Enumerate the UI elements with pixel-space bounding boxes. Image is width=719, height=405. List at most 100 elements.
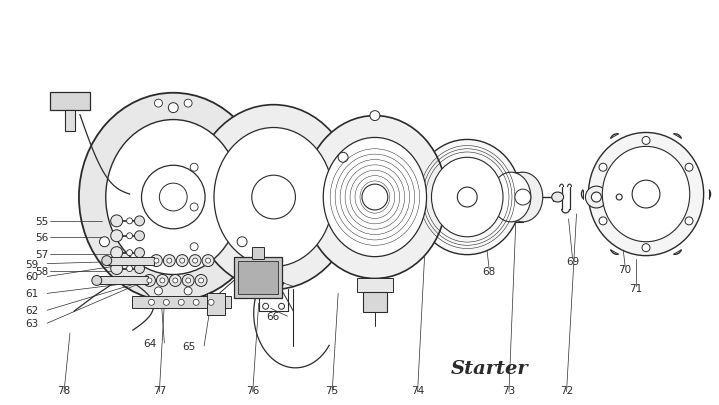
Circle shape xyxy=(163,300,169,305)
Text: 63: 63 xyxy=(26,318,39,328)
Ellipse shape xyxy=(303,116,446,279)
Ellipse shape xyxy=(413,140,521,255)
Circle shape xyxy=(142,166,205,229)
Ellipse shape xyxy=(551,193,564,202)
Text: 67: 67 xyxy=(272,282,285,292)
Circle shape xyxy=(127,218,132,224)
Circle shape xyxy=(111,215,123,227)
Circle shape xyxy=(338,153,348,163)
Circle shape xyxy=(198,278,203,283)
Circle shape xyxy=(208,300,214,305)
Circle shape xyxy=(237,237,247,247)
Bar xyxy=(106,257,155,265)
Ellipse shape xyxy=(491,173,531,222)
Text: 62: 62 xyxy=(26,305,39,315)
Circle shape xyxy=(685,164,693,172)
Circle shape xyxy=(169,275,181,287)
Circle shape xyxy=(592,193,601,202)
Text: 76: 76 xyxy=(246,385,260,395)
Circle shape xyxy=(195,275,207,287)
Bar xyxy=(207,294,225,315)
Circle shape xyxy=(168,103,178,113)
Text: 70: 70 xyxy=(618,264,632,274)
Circle shape xyxy=(262,304,269,309)
Circle shape xyxy=(111,247,123,259)
Ellipse shape xyxy=(192,105,355,290)
Circle shape xyxy=(127,250,132,256)
Bar xyxy=(357,279,393,293)
Circle shape xyxy=(190,164,198,172)
Circle shape xyxy=(92,276,102,286)
Circle shape xyxy=(278,304,285,309)
Bar xyxy=(50,92,90,111)
Circle shape xyxy=(134,248,145,258)
Ellipse shape xyxy=(431,158,503,237)
Circle shape xyxy=(599,217,607,225)
Circle shape xyxy=(206,258,211,263)
Text: 71: 71 xyxy=(629,284,643,294)
Circle shape xyxy=(127,266,132,272)
Text: 64: 64 xyxy=(143,338,156,348)
Ellipse shape xyxy=(588,133,704,256)
Circle shape xyxy=(167,258,172,263)
Circle shape xyxy=(111,263,123,275)
Circle shape xyxy=(173,278,178,283)
Circle shape xyxy=(184,100,192,108)
Bar xyxy=(97,277,148,285)
Circle shape xyxy=(157,275,168,287)
Text: 75: 75 xyxy=(326,385,339,395)
Circle shape xyxy=(616,194,622,200)
Text: 72: 72 xyxy=(560,385,573,395)
Circle shape xyxy=(99,237,109,247)
Bar xyxy=(234,257,282,298)
Circle shape xyxy=(190,243,198,251)
Circle shape xyxy=(144,275,155,287)
Circle shape xyxy=(632,181,660,209)
Circle shape xyxy=(202,255,214,267)
Circle shape xyxy=(252,176,296,220)
Circle shape xyxy=(160,278,165,283)
Text: 69: 69 xyxy=(566,256,580,266)
Circle shape xyxy=(111,230,123,242)
Circle shape xyxy=(184,287,192,295)
Circle shape xyxy=(370,111,380,121)
Circle shape xyxy=(190,203,198,211)
Circle shape xyxy=(154,258,159,263)
Circle shape xyxy=(599,164,607,172)
Ellipse shape xyxy=(503,173,543,222)
Circle shape xyxy=(176,255,188,267)
Text: 61: 61 xyxy=(26,289,39,298)
Circle shape xyxy=(147,278,152,283)
Circle shape xyxy=(150,255,162,267)
Circle shape xyxy=(611,190,627,205)
Circle shape xyxy=(178,300,184,305)
Bar xyxy=(363,293,387,313)
Circle shape xyxy=(193,300,199,305)
Circle shape xyxy=(642,244,650,252)
Ellipse shape xyxy=(214,128,333,267)
Circle shape xyxy=(148,300,155,305)
Circle shape xyxy=(180,258,185,263)
Circle shape xyxy=(163,255,175,267)
Circle shape xyxy=(515,190,531,205)
Text: 68: 68 xyxy=(482,266,495,276)
Text: 58: 58 xyxy=(35,266,48,276)
Circle shape xyxy=(642,137,650,145)
Circle shape xyxy=(186,278,191,283)
Circle shape xyxy=(134,216,145,226)
Circle shape xyxy=(189,255,201,267)
Ellipse shape xyxy=(324,138,426,257)
Text: 60: 60 xyxy=(26,272,39,282)
Circle shape xyxy=(155,100,162,108)
Ellipse shape xyxy=(79,94,267,302)
Text: 65: 65 xyxy=(183,341,196,351)
Circle shape xyxy=(193,258,198,263)
Polygon shape xyxy=(132,296,231,309)
Text: 78: 78 xyxy=(58,385,70,395)
Text: 74: 74 xyxy=(411,385,424,395)
Circle shape xyxy=(685,217,693,225)
Bar xyxy=(252,247,264,259)
Circle shape xyxy=(160,184,187,211)
Ellipse shape xyxy=(603,147,690,242)
Bar xyxy=(65,111,75,132)
